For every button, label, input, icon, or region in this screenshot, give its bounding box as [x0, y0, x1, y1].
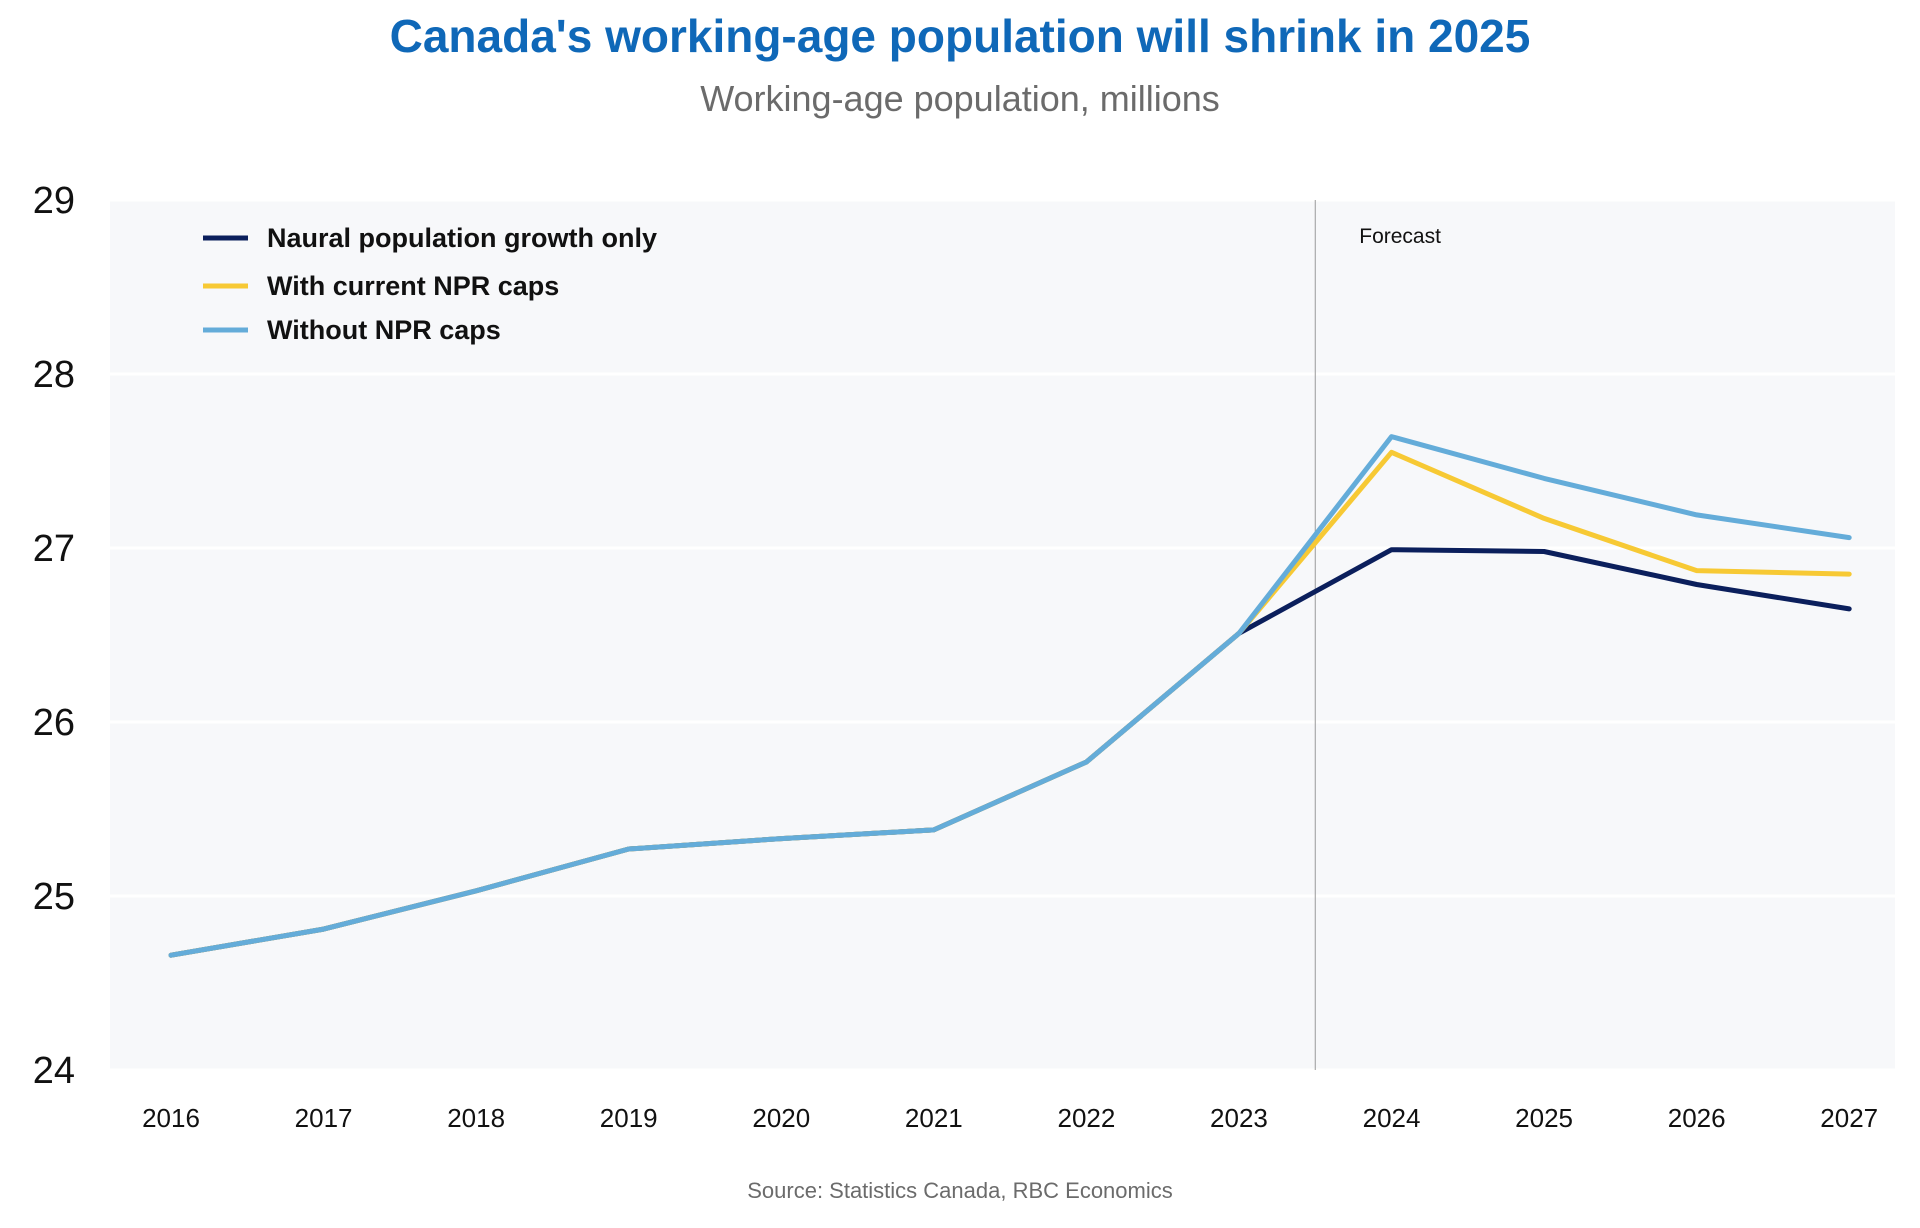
legend: Naural population growth only With curren… — [203, 223, 657, 345]
chart-title: Canada's working-age population will shr… — [390, 10, 1531, 62]
chart-subtitle: Working-age population, millions — [700, 78, 1220, 119]
x-tick-label: 2016 — [142, 1103, 200, 1133]
series-lines — [168, 434, 1852, 958]
x-tick-label: 2021 — [905, 1103, 963, 1133]
x-tick-label: 2017 — [295, 1103, 353, 1133]
x-tick-label: 2018 — [447, 1103, 505, 1133]
gridlines — [110, 198, 1895, 1072]
series-line-3 — [168, 434, 1852, 958]
x-tick-label: 2025 — [1515, 1103, 1573, 1133]
x-tick-label: 2027 — [1820, 1103, 1878, 1133]
source-note: Source: Statistics Canada, RBC Economics — [747, 1178, 1173, 1203]
x-tick-label: 2023 — [1210, 1103, 1268, 1133]
legend-label: With current NPR caps — [267, 271, 559, 301]
forecast-annotation: Forecast — [1359, 225, 1441, 248]
x-tick-label: 2022 — [1057, 1103, 1115, 1133]
y-tick-label: 26 — [33, 702, 75, 744]
y-tick-label: 27 — [33, 528, 75, 570]
x-tick-label: 2026 — [1668, 1103, 1726, 1133]
x-tick-label: 2019 — [600, 1103, 658, 1133]
legend-label: Naural population growth only — [267, 223, 657, 253]
x-tick-label: 2024 — [1363, 1103, 1421, 1133]
y-tick-label: 29 — [33, 180, 75, 222]
y-tick-label: 28 — [33, 354, 75, 396]
x-tick-label: 2020 — [752, 1103, 810, 1133]
legend-label: Without NPR caps — [267, 315, 501, 345]
plot-area — [110, 200, 1895, 1070]
y-axis: 24 25 26 27 28 29 — [33, 180, 75, 1092]
y-tick-label: 25 — [33, 876, 75, 918]
x-axis: 2016 2017 2018 2019 2020 2021 2022 2023 2024 2025… — [142, 1103, 1878, 1133]
y-tick-label: 24 — [33, 1050, 75, 1092]
